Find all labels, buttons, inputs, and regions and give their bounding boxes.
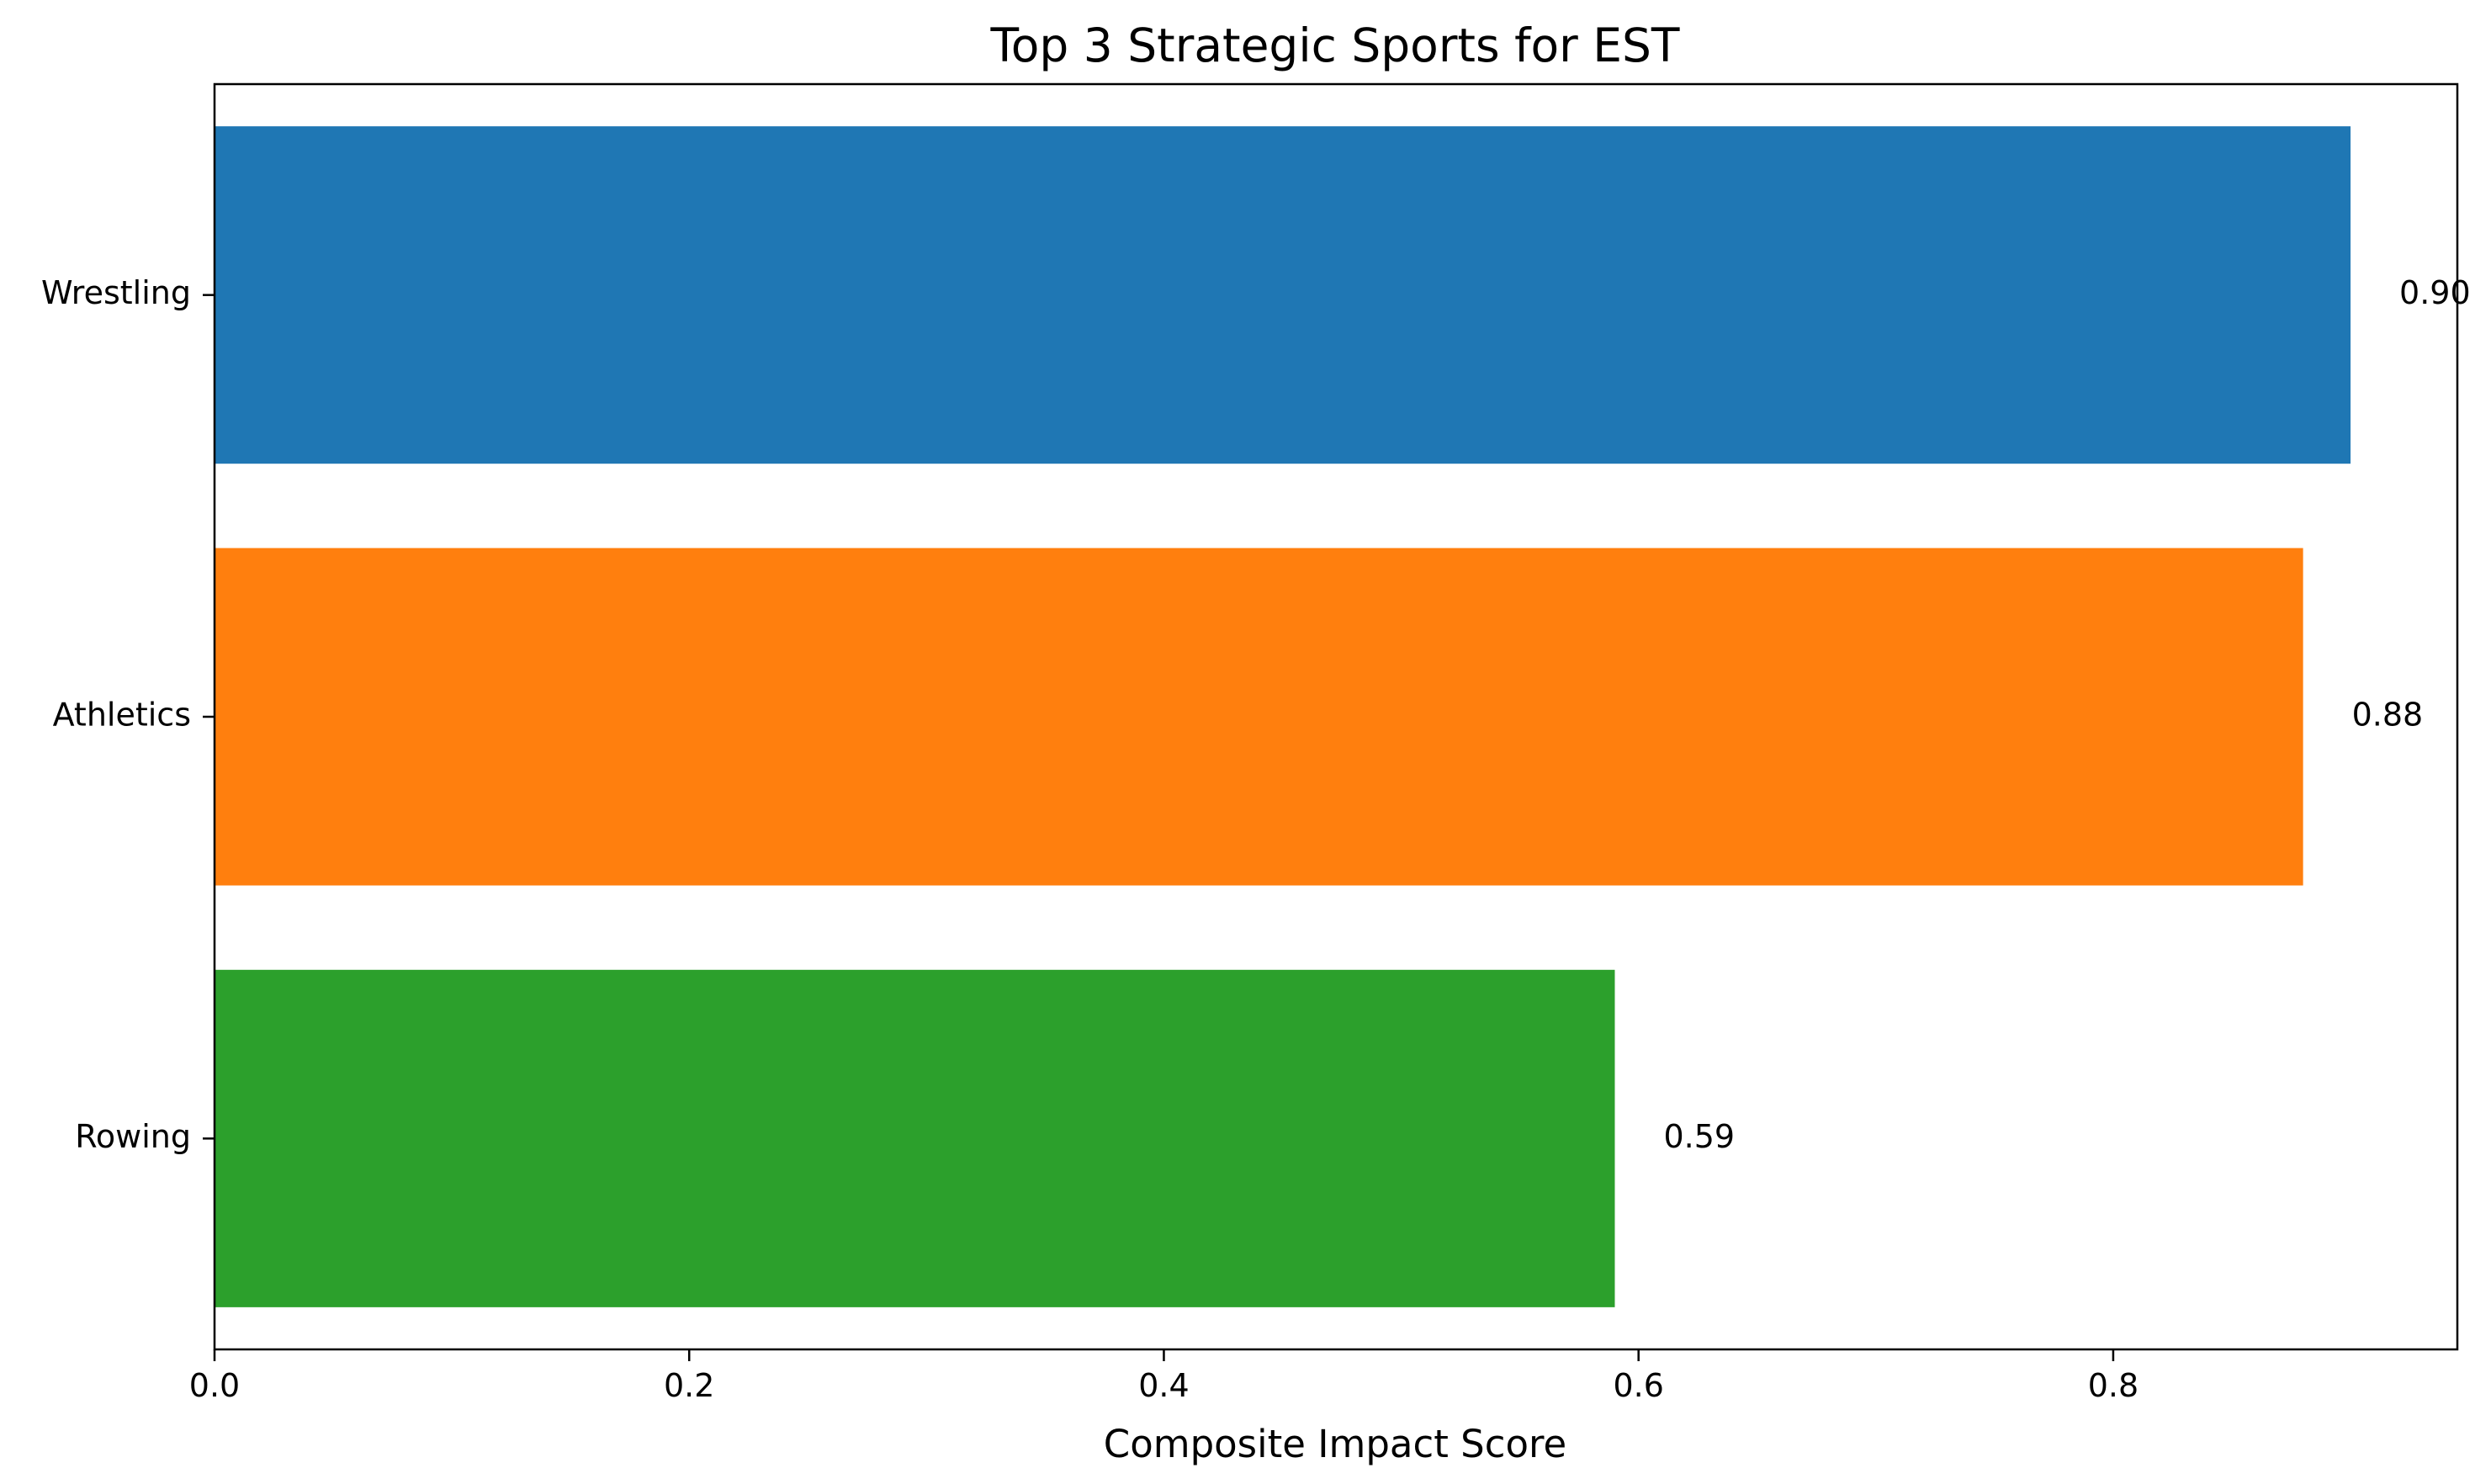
y-tick-label-rowing: Rowing: [75, 1118, 191, 1155]
bar-athletics: [215, 548, 2303, 886]
bar-wrestling: [215, 126, 2351, 464]
x-axis: 0.0 0.2 0.4 0.6 0.8: [189, 1349, 2139, 1404]
value-labels-group: 0.90 0.88 0.59: [1663, 274, 2470, 1155]
bar-rowing: [215, 969, 1615, 1307]
y-tick-label-wrestling: Wrestling: [41, 274, 191, 311]
x-axis-label: Composite Impact Score: [1104, 1422, 1566, 1466]
x-tick-label-0-8: 0.8: [2088, 1367, 2139, 1404]
y-tick-label-athletics: Athletics: [53, 697, 191, 734]
value-label-wrestling: 0.90: [2399, 274, 2471, 311]
plot-frame: [213, 82, 2459, 1351]
chart-title: Top 3 Strategic Sports for EST: [989, 19, 1679, 72]
y-axis: Wrestling Athletics Rowing: [41, 274, 215, 1155]
value-label-athletics: 0.88: [2352, 697, 2424, 734]
bars-group: [215, 126, 2351, 1307]
x-tick-label-0-6: 0.6: [1613, 1367, 1663, 1404]
x-tick-label-0-0: 0.0: [189, 1367, 240, 1404]
x-tick-label-0-2: 0.2: [664, 1367, 714, 1404]
value-label-rowing: 0.59: [1663, 1118, 1735, 1155]
x-tick-label-0-4: 0.4: [1138, 1367, 1189, 1404]
